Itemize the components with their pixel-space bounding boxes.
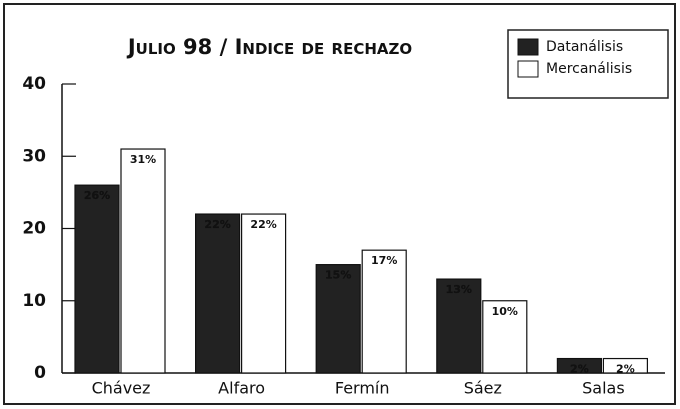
value-label: 2% xyxy=(570,363,589,376)
value-label: 10% xyxy=(492,305,518,318)
bar xyxy=(361,249,407,374)
value-label: 22% xyxy=(250,218,276,231)
y-tick-label: 40 xyxy=(22,74,46,94)
y-tick-label: 30 xyxy=(22,146,46,166)
legend-swatch xyxy=(517,60,539,78)
value-label: 17% xyxy=(371,254,397,267)
legend-label: Datanálisis xyxy=(546,39,623,55)
value-label: 13% xyxy=(446,283,472,296)
y-tick-label: 0 xyxy=(34,363,46,383)
value-label: 2% xyxy=(616,363,635,376)
x-tick-label: Chávez xyxy=(92,379,151,398)
x-tick-label: Sáez xyxy=(464,379,502,398)
x-tick-label: Salas xyxy=(582,379,625,398)
legend-label: Mercanálisis xyxy=(546,61,632,77)
bar xyxy=(602,357,649,374)
bar xyxy=(556,357,603,374)
value-label: 15% xyxy=(325,269,351,282)
y-tick-label: 10 xyxy=(22,291,46,311)
x-tick-label: Fermín xyxy=(335,379,390,398)
y-tick-label: 20 xyxy=(22,219,46,239)
bar xyxy=(120,148,166,374)
bar xyxy=(241,213,287,374)
bar xyxy=(195,213,241,374)
x-tick-label: Alfaro xyxy=(218,379,265,398)
value-label: 22% xyxy=(204,218,230,231)
bar xyxy=(482,300,528,374)
value-label: 31% xyxy=(130,153,156,166)
legend-swatch xyxy=(517,38,539,56)
bar xyxy=(315,264,361,374)
bar xyxy=(74,184,120,374)
value-label: 26% xyxy=(84,189,110,202)
chart-title: Julio 98 / Indice de rechazo xyxy=(126,35,412,59)
bar xyxy=(436,278,482,374)
